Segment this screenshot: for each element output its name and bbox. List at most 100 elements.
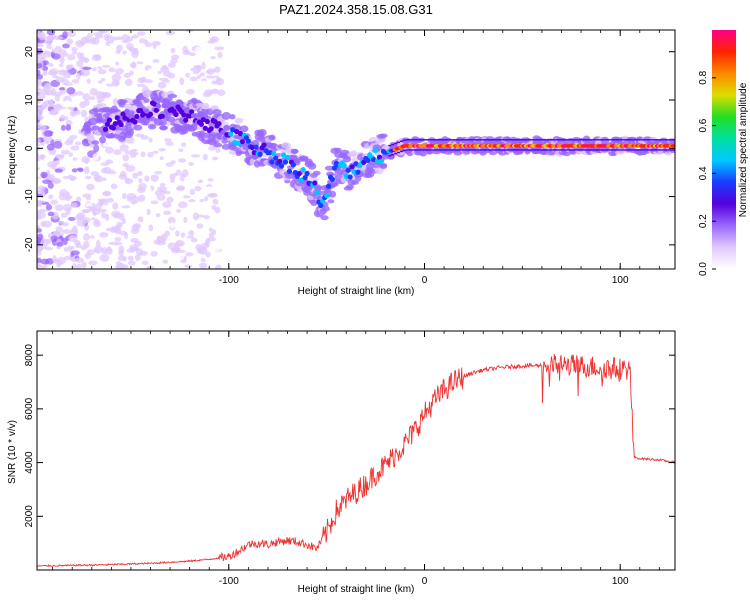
spectrogram-noise-blob (162, 259, 169, 264)
spectrogram-noise-blob (89, 96, 96, 101)
spectrogram-ridge-cell (163, 108, 169, 115)
spectrogram-band-edge (520, 149, 524, 151)
spectrogram-noise-blob (185, 72, 190, 78)
spectrogram-ridge-cell (104, 121, 111, 127)
snr-y-tick-label: 2000 (24, 505, 35, 528)
spectrogram-band-edge (570, 139, 574, 141)
spectrogram-halo-blob (229, 114, 236, 120)
spectrogram-noise-blob (92, 153, 99, 161)
spectrogram-band-edge (546, 139, 550, 141)
spectrogram-band-edge (567, 139, 571, 141)
spectrogram-band-edge (646, 139, 650, 141)
spectrogram-band-edge (426, 149, 430, 151)
spectrogram-band-edge (420, 149, 424, 151)
spectrogram-noise-blob (157, 81, 167, 89)
spectrogram-ridge-cell (187, 113, 193, 119)
spectrogram-halo-blob (281, 142, 292, 149)
spectrogram-band-edge (402, 139, 406, 141)
spectrogram-halo-blob (223, 125, 230, 130)
spectrogram-noise-blob (38, 265, 45, 269)
spectrogram-ridge-cell (292, 169, 298, 176)
spectrogram-heatmap (37, 30, 675, 269)
spectrogram-halo-blob (258, 129, 267, 137)
spectrogram-noise-blob (147, 266, 153, 269)
spectrogram-band-edge (614, 139, 618, 141)
spectrogram-halo-blob (107, 132, 116, 139)
spectrogram-noise-blob (196, 191, 206, 197)
spectrogram-noise-blob (134, 254, 141, 262)
spectrogram-noise-blob (84, 166, 90, 175)
spectrogram-noise-blob (170, 47, 176, 54)
spectrogram-ridge-cell (353, 161, 359, 167)
spectrogram-band-edge (658, 139, 662, 141)
spectrogram-ridge-cell (355, 169, 361, 175)
spectrogram-band-edge (482, 139, 486, 141)
spectrogram-noise-blob (64, 140, 74, 146)
spectrogram-band-edge (611, 149, 615, 151)
spectrogram-noise-blob (37, 79, 42, 87)
spectrogram-noise-blob (166, 196, 174, 203)
spectrogram-noise-blob (190, 154, 201, 158)
spectrogram-noise-blob (63, 203, 73, 212)
spectrogram-band-edge (388, 155, 392, 157)
spectrogram-x-label: Height of straight line (km) (298, 286, 415, 297)
spectrogram-noise-blob (119, 144, 129, 152)
spectrogram-noise-blob (99, 253, 110, 262)
spectrogram-noise-blob (80, 68, 91, 77)
spectrogram-halo-blob (158, 120, 167, 126)
spectrogram-ridge-cell (173, 111, 179, 118)
spectrogram-noise-blob (67, 174, 74, 180)
spectrogram-noise-blob (158, 227, 164, 235)
spectrogram-band-edge (631, 149, 635, 151)
spectrogram-ridge-cell (138, 107, 144, 114)
spectrogram-noise-blob (204, 240, 210, 248)
spectrogram-band-edge (391, 143, 395, 146)
spectrogram-noise-blob (152, 59, 160, 63)
spectrogram-noise-blob (198, 262, 208, 269)
spectrogram-noise-blob (93, 144, 100, 153)
spectrogram-band-edge (543, 149, 547, 151)
spectrogram-noise-blob (106, 197, 114, 203)
spectrogram-ridge-cell (286, 168, 293, 174)
spectrogram-band-edge (587, 149, 591, 151)
spectrogram-noise-blob (199, 72, 206, 77)
spectrogram-noise-blob (127, 260, 136, 266)
spectrogram-ridge-cell (143, 108, 150, 114)
spectrogram-noise-blob (105, 227, 115, 232)
spectrogram-noise-blob (157, 71, 162, 75)
spectrogram-noise-blob (37, 228, 42, 233)
spectrogram-band-edge (517, 139, 521, 141)
spectrogram-halo-blob (342, 156, 352, 163)
spectrogram-noise-blob (194, 185, 202, 192)
spectrogram-band-edge (394, 142, 398, 145)
spectrogram-noise-blob (47, 37, 53, 46)
spectrogram-noise-blob (205, 251, 211, 258)
spectrogram-band-edge (611, 139, 615, 141)
spectrogram-band-edge (664, 149, 668, 151)
spectrogram-noise-blob (217, 51, 223, 59)
colorbar-gradient (712, 30, 736, 269)
spectrogram-noise-blob (164, 230, 171, 237)
snr-frame (36, 330, 676, 571)
spectrogram-noise-blob (147, 151, 154, 158)
spectrogram-ridge-cell (324, 192, 330, 198)
spectrogram-ridge-cell (212, 119, 218, 125)
spectrogram-band-edge (552, 139, 556, 141)
spectrogram-noise-blob (212, 245, 221, 252)
spectrogram-ridge-cell (347, 174, 353, 180)
spectrogram-noise-blob (37, 154, 41, 162)
spectrogram-noise-blob (189, 188, 196, 195)
spectrogram-noise-blob (37, 57, 43, 64)
spectrogram-noise-blob (94, 175, 104, 183)
spectrogram-ridge-cell (122, 115, 128, 121)
spectrogram-ridge-cell (280, 152, 287, 158)
spectrogram-band-edge (485, 149, 489, 151)
spectrogram-band-edge (670, 149, 674, 151)
spectrogram-noise-blob (219, 84, 225, 89)
spectrogram-band-edge (470, 149, 474, 151)
spectrogram-ridge-cell (267, 150, 273, 156)
spectrogram-band-edge (491, 139, 495, 141)
spectrogram-band-edge (637, 139, 641, 141)
spectrogram-ridge-cell (147, 111, 154, 117)
spectrogram-band-edge (555, 149, 559, 151)
